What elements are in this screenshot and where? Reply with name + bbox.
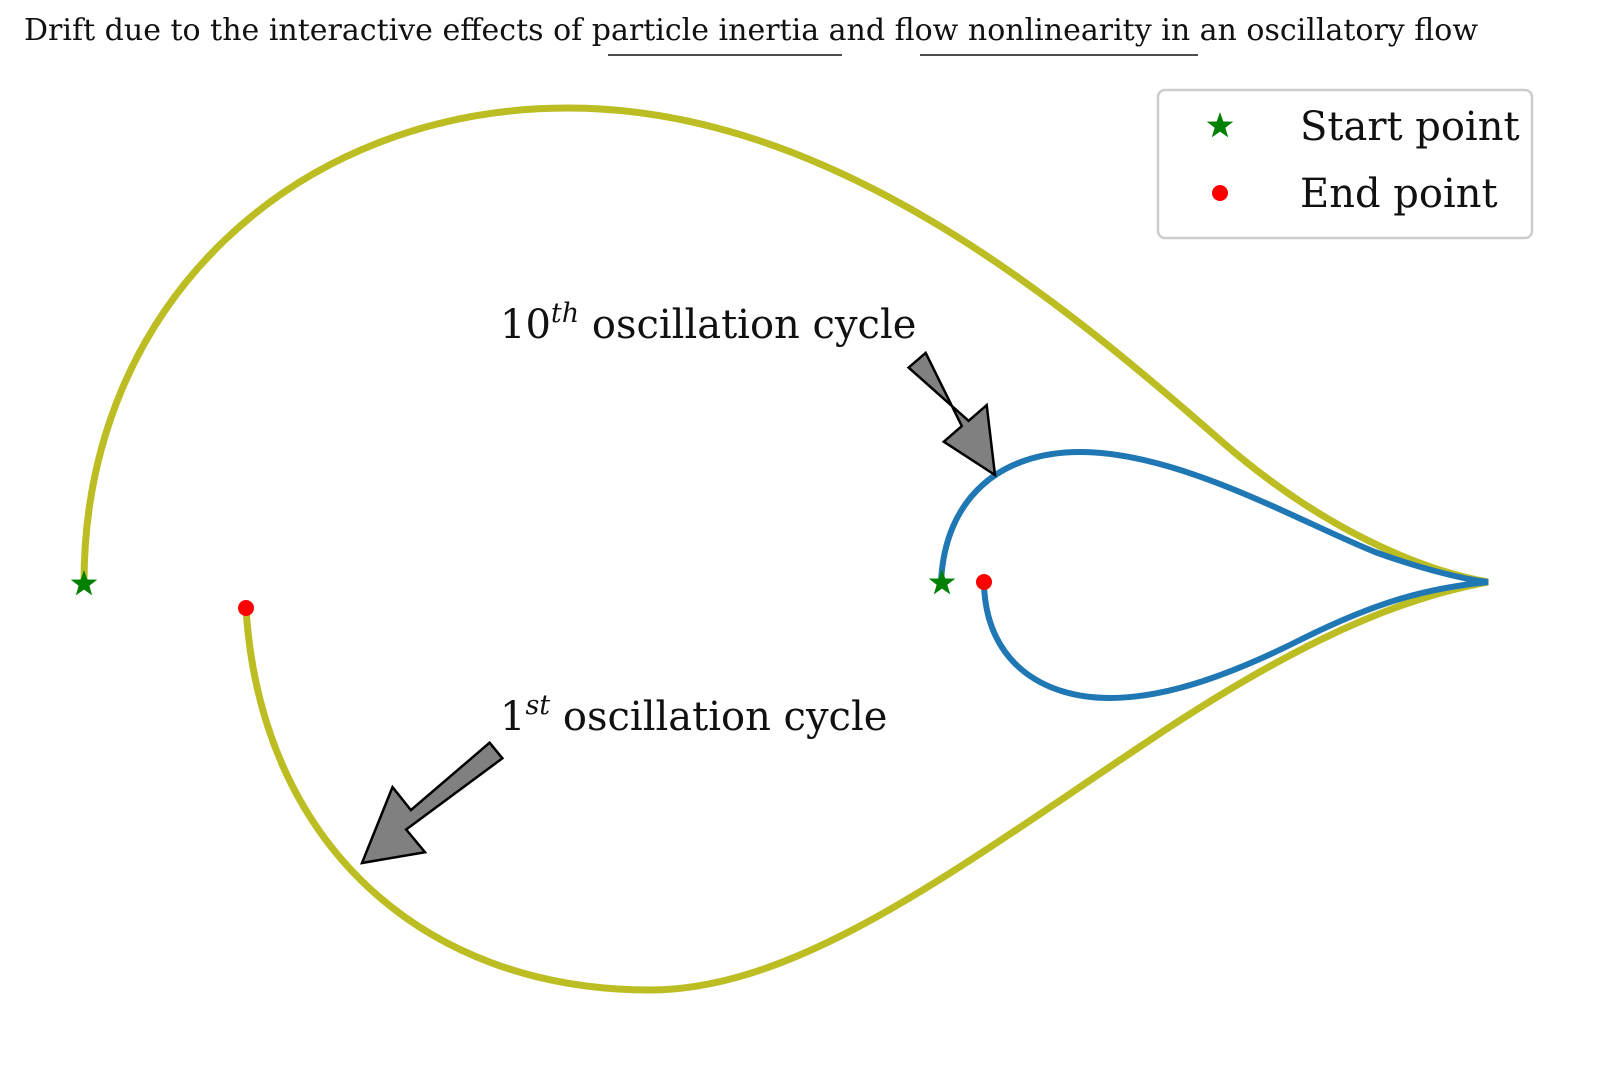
first-cycle-text: oscillation cycle	[550, 694, 887, 740]
title-middle: and	[819, 13, 894, 48]
tenth-cycle-arrow-icon	[906, 350, 997, 478]
title-before: Drift due to the interactive effects of	[24, 13, 592, 48]
legend-box	[1156, 88, 1534, 240]
tenth-cycle-text: oscillation cycle	[579, 302, 916, 348]
first-cycle-superscript: st	[525, 690, 550, 721]
tenth-cycle-number: 10	[500, 302, 551, 348]
end-point-first-cycle-dot-icon	[238, 600, 254, 616]
tenth-cycle-label: 10th oscillation cycle	[500, 298, 916, 348]
legend: Start point End point	[1156, 88, 1534, 240]
first-cycle-number: 1	[500, 694, 525, 740]
start-point-tenth-cycle-star-icon	[928, 569, 956, 595]
tenth-cycle-superscript: th	[551, 298, 579, 329]
legend-dot-icon	[1212, 185, 1228, 201]
tenth-cycle-trajectory	[938, 448, 1489, 702]
legend-star-icon	[1206, 112, 1234, 138]
end-point-tenth-cycle-dot-icon	[976, 574, 992, 590]
first-cycle-label: 1st oscillation cycle	[500, 690, 887, 740]
legend-end-label: End point	[1300, 171, 1498, 217]
first-cycle-arrow-icon	[360, 740, 505, 865]
legend-start-label: Start point	[1300, 104, 1520, 150]
title-after: in an oscillatory flow	[1152, 13, 1479, 48]
start-point-first-cycle-star-icon	[70, 570, 98, 596]
title-term-flow-nonlinearity: flow nonlinearity	[895, 13, 1152, 48]
first-cycle-trajectory	[80, 104, 1489, 994]
diagram-title: Drift due to the interactive effects of …	[24, 13, 1478, 48]
title-term-particle-inertia: particle inertia	[592, 13, 819, 48]
